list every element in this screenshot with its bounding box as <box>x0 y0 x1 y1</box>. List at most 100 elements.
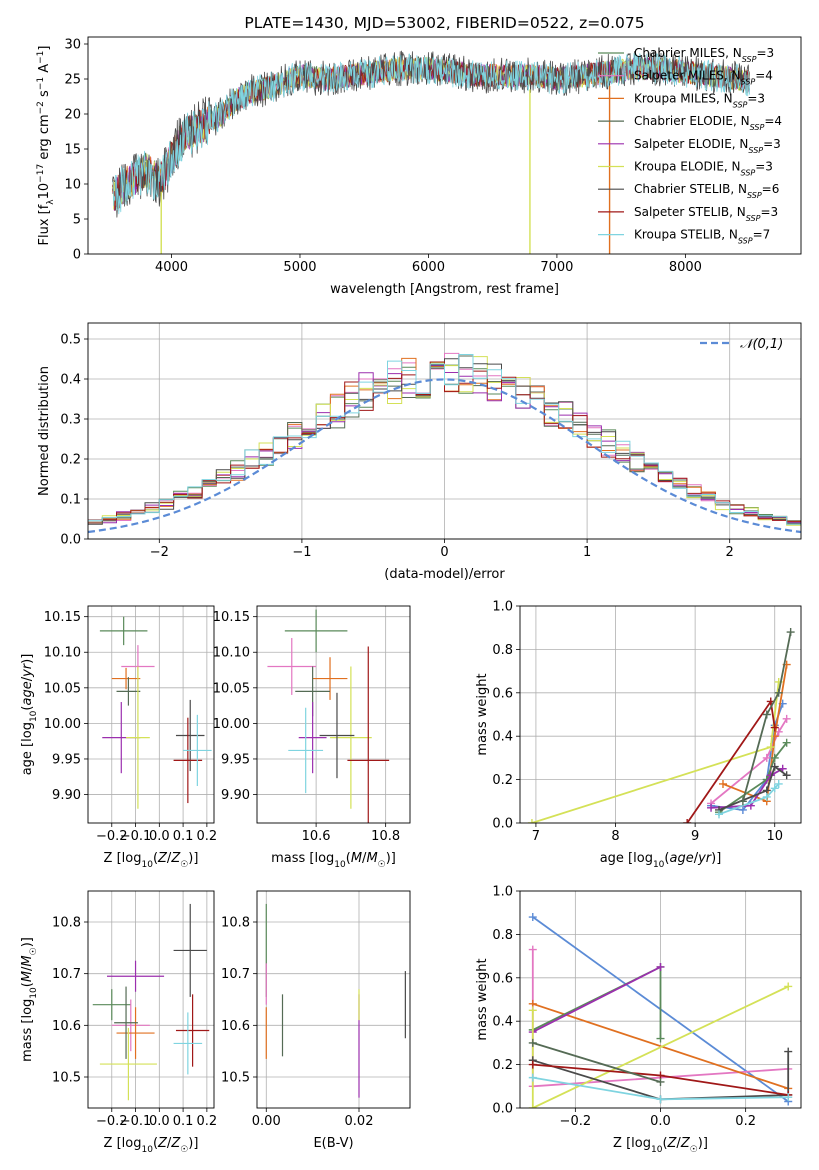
y-tick-label: 9.90 <box>221 788 250 803</box>
weight-marker <box>656 1077 665 1086</box>
y-tick-label: 10.8 <box>221 916 250 931</box>
y-axis-label: mass weight <box>475 958 490 1040</box>
x-tick-label: 0.02 <box>345 1114 374 1129</box>
normal-reference-curve <box>88 378 801 534</box>
x-tick-label: 4000 <box>155 260 188 275</box>
plot-area <box>528 913 793 1108</box>
x-tick-label: 0.00 <box>252 1114 281 1129</box>
weight-marker <box>715 810 724 819</box>
legend-entry: Salpeter STELIB, NSSP=3 <box>634 205 778 223</box>
y-axis-label: Flux [fλ10−17 erg cm−2 s−1 A−1] <box>36 46 56 246</box>
weight-line-5 <box>532 966 661 1033</box>
y-tick-label: 10.5 <box>221 1071 250 1086</box>
y-tick-label: 0.0 <box>492 1102 513 1117</box>
weight-marker <box>528 1006 537 1015</box>
axes-frame <box>519 890 802 1109</box>
y-tick-label: 1.0 <box>492 885 513 900</box>
x-tick-label: −2 <box>150 545 169 560</box>
weight-line-9 <box>718 783 780 816</box>
y-tick-label: 10 <box>64 178 81 193</box>
weight-marker <box>527 819 536 823</box>
weight-marker <box>656 962 665 971</box>
x-tick-label: 10.8 <box>371 829 400 844</box>
y-tick-label: 0.6 <box>492 686 513 701</box>
plot-area <box>112 50 750 254</box>
weight-marker <box>656 1095 665 1104</box>
y-tick-label: 10.7 <box>52 967 81 982</box>
x-tick-label: −0.2 <box>96 1114 128 1129</box>
y-tick-label: 0 <box>73 248 81 263</box>
x-tick-label: 0.2 <box>197 1114 218 1129</box>
legend: Chabrier MILES, NSSP=3 Salpeter MILES, NS… <box>598 46 782 245</box>
panel-weight-vs-metallicity: −0.2 0.0 0.2 0.0 0.2 0.4 0.6 0.8 1.0 Z [log10(Z/Z… <box>475 885 802 1155</box>
legend-entry: Kroupa STELIB, NSSP=7 <box>634 228 770 246</box>
x-tick-label: −0.1 <box>120 829 152 844</box>
weight-marker <box>528 1038 537 1047</box>
x-axis-label: age [log10(age/yr)] <box>600 851 722 870</box>
y-tick-label: 10.15 <box>213 610 250 625</box>
weight-marker <box>707 803 716 812</box>
x-axis-label: Z [log10(Z/Z☉)] <box>613 1136 708 1155</box>
x-tick-label: 7000 <box>540 260 573 275</box>
x-tick-label: 6000 <box>412 260 445 275</box>
weight-marker <box>770 784 779 793</box>
panel-mass-vs-extinction: 0.00 0.02 10.5 10.6 10.7 10.8 E(B-V) <box>221 890 411 1151</box>
y-tick-label: 30 <box>64 38 81 53</box>
x-tick-label: 0.1 <box>173 829 194 844</box>
weight-marker <box>786 628 795 637</box>
x-tick-label: 9 <box>691 829 699 844</box>
y-tick-label: 20 <box>64 108 81 123</box>
plot-area <box>265 903 406 1098</box>
y-tick-label: 10.00 <box>213 717 250 732</box>
weight-marker <box>528 1073 537 1082</box>
y-tick-label: 0.1 <box>60 493 81 508</box>
panel-age-vs-metallicity: −0.2−0.10.0 0.1 0.2 9.90 9.95 10.00 10.05 10.10… <box>20 605 217 870</box>
plot-area <box>88 352 801 534</box>
plot-area <box>99 616 212 809</box>
weight-line-10 <box>532 1042 661 1083</box>
y-tick-label: 1.0 <box>492 600 513 615</box>
weight-marker <box>528 913 537 922</box>
panel-mass-vs-metallicity: −0.2−0.10.0 0.1 0.2 10.5 10.6 10.7 10.8 Z [log1… <box>20 890 218 1155</box>
panel-age-vs-mass: 10.6 10.8 9.90 9.95 10.00 10.05 10.10 10.15 mass… <box>213 605 411 870</box>
y-tick-label: 10.7 <box>221 967 250 982</box>
x-axis-label: Z [log10(Z/Z☉)] <box>104 1136 199 1155</box>
weight-marker <box>770 753 779 762</box>
y-tick-label: 0.2 <box>492 1058 513 1073</box>
y-tick-label: 9.95 <box>221 752 250 767</box>
weight-marker <box>770 723 779 732</box>
y-tick-label: 0.4 <box>492 730 513 745</box>
y-tick-label: 0.3 <box>60 413 81 428</box>
legend-entry: Salpeter MILES, NSSP=4 <box>634 69 773 87</box>
weight-marker <box>762 753 771 762</box>
x-tick-label: −1 <box>292 545 311 560</box>
y-tick-label: 10.05 <box>44 681 81 696</box>
x-tick-label: 2 <box>726 545 734 560</box>
axes-frame <box>256 605 411 824</box>
y-tick-label: 10.15 <box>44 610 81 625</box>
y-axis-label: age [log10(age/yr)] <box>20 654 39 776</box>
grid-lines <box>88 606 214 823</box>
weight-marker <box>782 771 791 780</box>
y-tick-label: 9.95 <box>52 752 81 767</box>
y-axis-label: Normed distribution <box>37 366 52 496</box>
y-tick-label: 0.4 <box>492 1015 513 1030</box>
y-tick-label: 0.4 <box>60 373 81 388</box>
x-tick-label: 1 <box>583 545 591 560</box>
legend-entry: 𝒩(0,1) <box>740 337 783 352</box>
weight-marker <box>738 805 747 814</box>
x-tick-label: −0.1 <box>120 1114 152 1129</box>
weight-line-3 <box>722 664 788 803</box>
weight-marker <box>782 714 791 723</box>
legend-entry: Kroupa MILES, NSSP=3 <box>634 91 765 109</box>
y-axis-label: mass weight <box>475 673 490 755</box>
x-tick-label: 5000 <box>283 260 316 275</box>
weight-marker <box>683 819 692 823</box>
y-tick-label: 5 <box>73 213 81 228</box>
y-tick-label: 10.6 <box>221 1019 250 1034</box>
x-axis-label: E(B-V) <box>313 1136 353 1151</box>
panel-spectrum: 4000 5000 6000 7000 8000 0 5 10 15 20 25 30 PLATE=14… <box>36 14 802 297</box>
legend-entry: Chabrier STELIB, NSSP=6 <box>634 182 779 200</box>
chart-title: PLATE=1430, MJD=53002, FIBERID=0522, z=0… <box>244 14 644 32</box>
weight-marker <box>738 797 747 806</box>
